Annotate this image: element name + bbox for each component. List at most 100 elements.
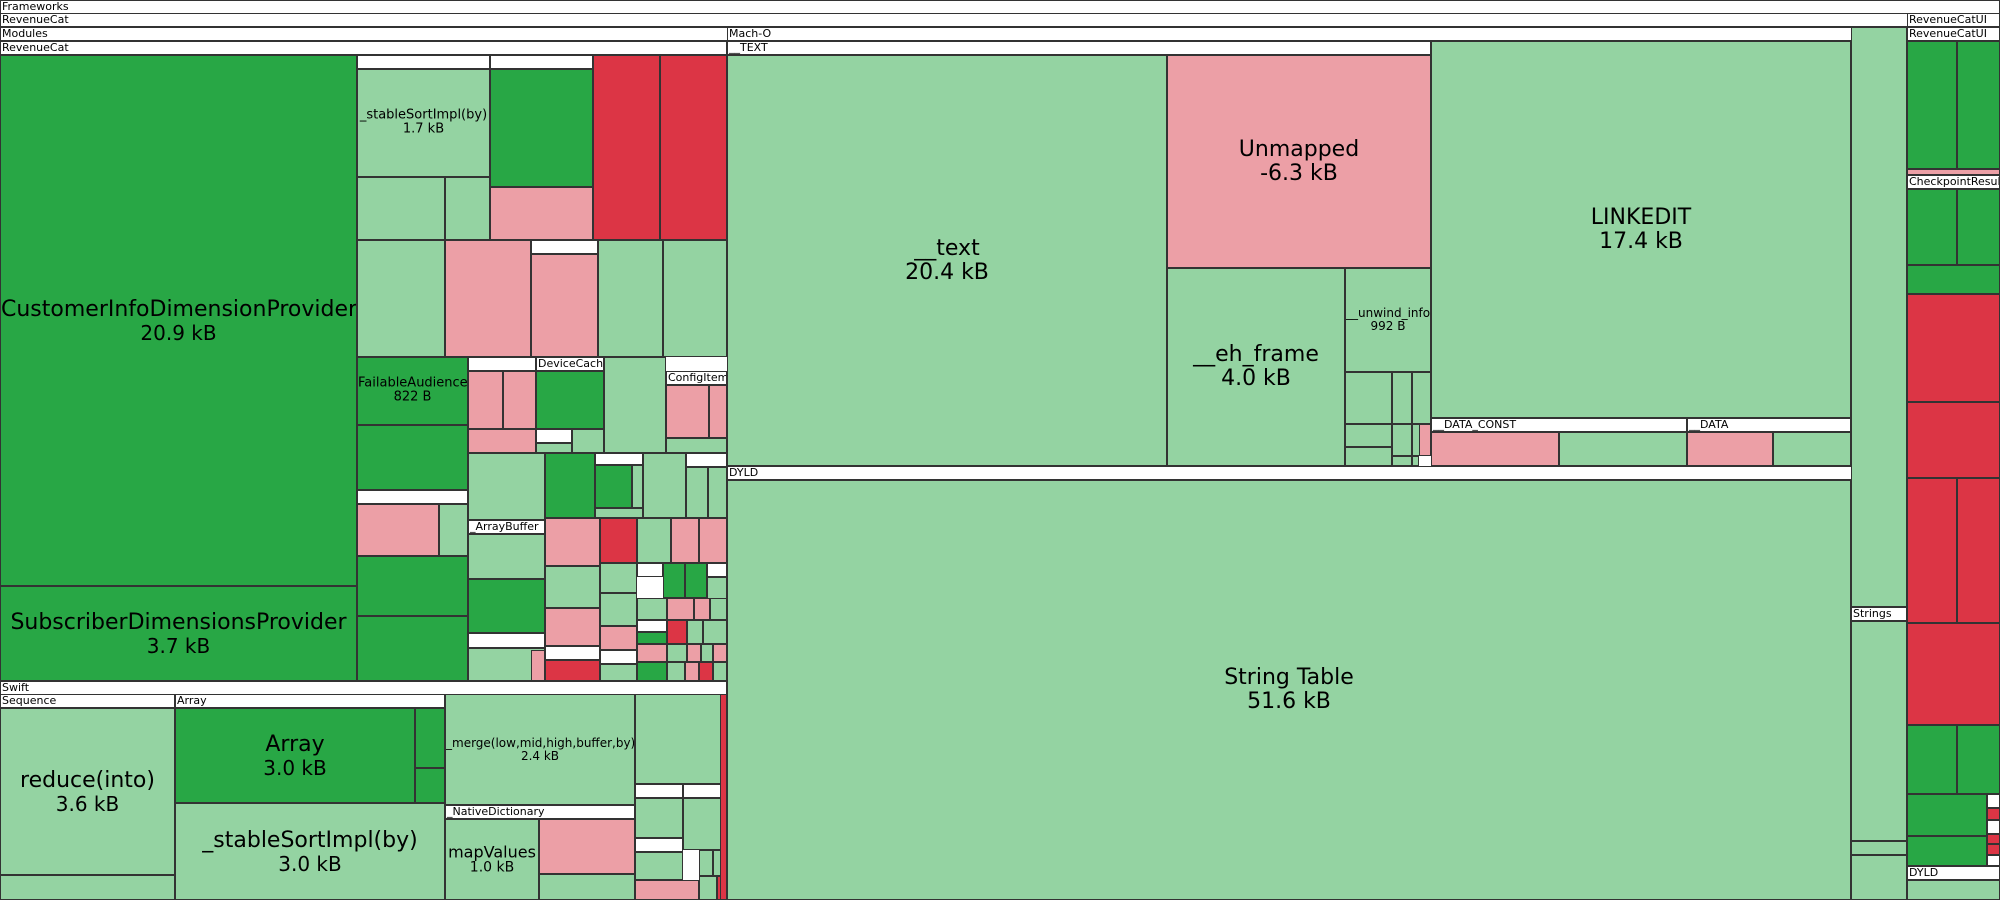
treemap-cell[interactable] (1392, 456, 1412, 466)
treemap-cell[interactable] (536, 443, 572, 453)
group-header[interactable]: _NativeDictionary (445, 805, 635, 819)
treemap-cell[interactable] (468, 579, 545, 633)
treemap-cell[interactable] (357, 504, 439, 556)
group-header[interactable]: Array (175, 694, 445, 708)
group-header[interactable]: __DATA_CONST (1431, 418, 1687, 432)
treemap-cell[interactable] (1431, 432, 1559, 466)
treemap-cell[interactable] (595, 508, 643, 518)
treemap-cell[interactable] (503, 371, 536, 429)
treemap-cell[interactable] (357, 55, 490, 69)
treemap-cell[interactable] (600, 664, 637, 681)
treemap-cell[interactable] (572, 429, 604, 453)
treemap-cell[interactable] (699, 876, 717, 900)
treemap-cell[interactable] (445, 177, 490, 240)
treemap-cell[interactable] (686, 467, 708, 518)
treemap-cell[interactable] (1687, 432, 1773, 466)
treemap-cell[interactable] (687, 644, 701, 662)
treemap-cell-labeled[interactable]: String Table 51.6 kB (727, 480, 1851, 900)
treemap-cell[interactable] (536, 371, 604, 429)
treemap-cell[interactable] (666, 438, 727, 453)
treemap-cell[interactable] (445, 240, 531, 357)
treemap-cell[interactable] (707, 563, 727, 577)
treemap-cell[interactable] (545, 608, 600, 646)
treemap-cell[interactable] (468, 453, 545, 520)
treemap-cell[interactable] (635, 798, 683, 838)
treemap-cell[interactable] (600, 650, 637, 664)
treemap-cell[interactable] (1412, 372, 1431, 424)
treemap-cell-labeled[interactable]: _stableSortImpl(by) 1.7 kB (357, 69, 490, 177)
treemap-cell-labeled[interactable]: SubscriberDimensionsProvider 3.7 kB (0, 586, 357, 681)
treemap-cell[interactable] (666, 385, 709, 438)
treemap-cell[interactable] (468, 633, 545, 648)
treemap-cell[interactable] (1987, 808, 2000, 820)
group-header[interactable]: CheckpointResult (1907, 175, 2000, 189)
treemap-cell[interactable] (637, 644, 667, 662)
treemap-cell[interactable] (595, 453, 643, 465)
treemap-cell[interactable] (468, 429, 536, 453)
treemap-cell[interactable] (701, 644, 713, 662)
treemap-cell-labeled[interactable]: __eh_frame 4.0 kB (1167, 268, 1345, 466)
treemap-cell[interactable] (1345, 372, 1392, 424)
treemap-cell[interactable] (686, 453, 727, 467)
treemap-cell[interactable] (1987, 834, 2000, 844)
group-header[interactable]: DeviceCache (536, 357, 604, 371)
treemap-cell[interactable] (635, 784, 683, 798)
treemap-cell[interactable] (703, 620, 727, 644)
treemap-cell[interactable] (1773, 432, 1851, 466)
treemap-cell[interactable] (635, 838, 683, 852)
treemap-cell[interactable] (1907, 41, 1957, 169)
treemap-cell[interactable] (685, 563, 707, 598)
treemap-cell[interactable] (1851, 855, 1907, 900)
treemap-cell[interactable] (663, 240, 727, 357)
treemap-cell[interactable] (545, 518, 600, 566)
treemap-cell[interactable] (1907, 623, 2000, 725)
treemap-cell[interactable] (1559, 432, 1687, 466)
treemap-cell[interactable] (0, 875, 175, 900)
treemap-cell[interactable] (490, 69, 593, 187)
treemap-cell[interactable] (468, 371, 503, 429)
treemap-cell-labeled[interactable]: _merge(low,mid,high,buffer,by) 2.4 kB (445, 694, 635, 805)
treemap-cell[interactable] (685, 662, 699, 681)
treemap-cell[interactable] (699, 662, 713, 681)
treemap-cell[interactable] (357, 177, 445, 240)
treemap-cell[interactable] (490, 55, 593, 69)
group-header[interactable]: RevenueCat (0, 13, 2000, 27)
treemap-cell[interactable] (687, 620, 703, 644)
treemap-cell[interactable] (1392, 372, 1412, 424)
treemap-cell-labeled[interactable]: Array 3.0 kB (175, 708, 415, 803)
treemap-cell[interactable] (1907, 265, 2000, 294)
treemap-cell[interactable] (531, 254, 598, 357)
treemap-cell[interactable] (593, 55, 660, 240)
group-header[interactable]: Swift (0, 681, 727, 695)
treemap-cell[interactable] (667, 620, 687, 644)
group-header[interactable]: Mach-O (727, 27, 1852, 41)
treemap-cell[interactable] (1907, 189, 1957, 265)
treemap-cell[interactable] (1907, 478, 1957, 623)
treemap-cell[interactable] (667, 598, 694, 620)
treemap-cell[interactable] (1412, 456, 1419, 466)
treemap-cell[interactable] (637, 620, 667, 632)
group-header[interactable]: __TEXT (727, 41, 1431, 55)
treemap-cell-labeled[interactable]: __text 20.4 kB (727, 55, 1167, 466)
treemap-cell[interactable] (637, 598, 667, 620)
treemap-cell[interactable] (1987, 855, 2000, 866)
group-header[interactable]: DYLD (727, 466, 1852, 480)
treemap-cell[interactable] (1957, 478, 2000, 623)
treemap-cell-labeled[interactable]: mapValues 1.0 kB (445, 819, 539, 900)
treemap-cell-labeled[interactable]: FailableAudience 822 B (357, 357, 468, 425)
treemap-cell[interactable] (357, 490, 468, 504)
treemap-cell[interactable] (1907, 794, 1987, 836)
treemap-cell[interactable] (635, 852, 683, 880)
treemap-cell[interactable] (632, 465, 643, 508)
treemap-cell[interactable] (357, 556, 468, 616)
treemap-cell[interactable] (536, 429, 572, 443)
treemap-cell[interactable] (637, 563, 663, 577)
treemap-cell[interactable] (643, 453, 686, 518)
treemap-cell[interactable] (539, 874, 635, 900)
treemap-cell[interactable] (1907, 725, 1957, 794)
treemap-cell[interactable] (694, 598, 710, 620)
treemap-cell[interactable] (539, 819, 635, 874)
group-header[interactable]: _ArrayBuffer (468, 520, 545, 534)
group-header[interactable]: RevenueCatUI (1907, 27, 2000, 41)
treemap-cell-labeled[interactable]: __unwind_info 992 B (1345, 268, 1431, 372)
